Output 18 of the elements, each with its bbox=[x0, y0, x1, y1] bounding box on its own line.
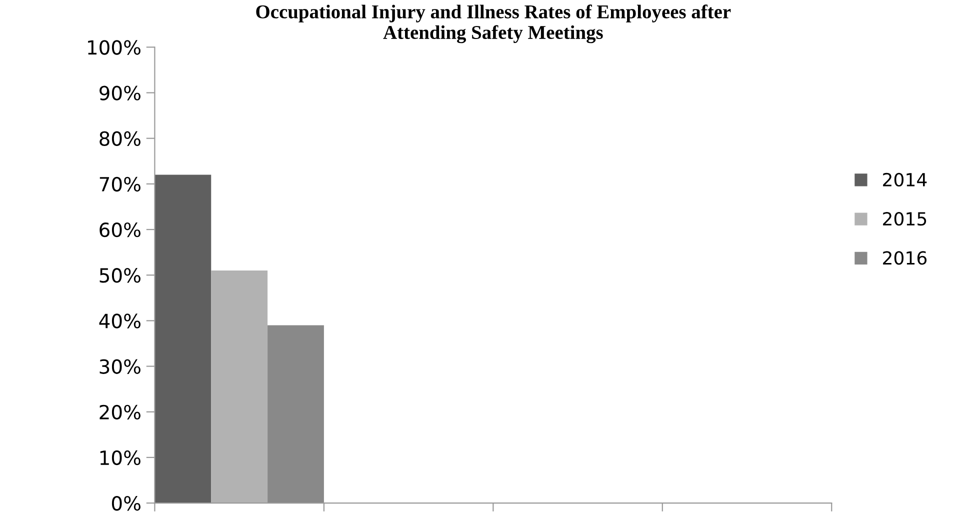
y-tick-label: 50% bbox=[100, 268, 140, 283]
y-tick-label: 20% bbox=[100, 404, 140, 420]
y-tick-label: 70% bbox=[100, 176, 140, 192]
y-tick-label: 0% bbox=[112, 496, 140, 511]
y-tick-label: 100% bbox=[88, 40, 140, 55]
y-tick-label: 10% bbox=[100, 450, 140, 466]
legend-label: 2015 bbox=[883, 212, 926, 226]
bar bbox=[268, 325, 324, 504]
y-tick-label: 80% bbox=[100, 131, 140, 146]
y-tick-label: 40% bbox=[99, 314, 140, 328]
y-tick-label: 30% bbox=[100, 359, 140, 374]
bar bbox=[211, 270, 268, 504]
legend-label: 2016 bbox=[883, 251, 927, 265]
y-tick-label: 60% bbox=[100, 222, 140, 238]
chart-title: Occupational Injury and Illness Rates of Employees after Attending Safety Meetings bbox=[256, 4, 731, 44]
legend-label: 2014 bbox=[883, 172, 927, 186]
bar bbox=[154, 174, 212, 504]
y-tick-label: 90% bbox=[100, 86, 140, 100]
